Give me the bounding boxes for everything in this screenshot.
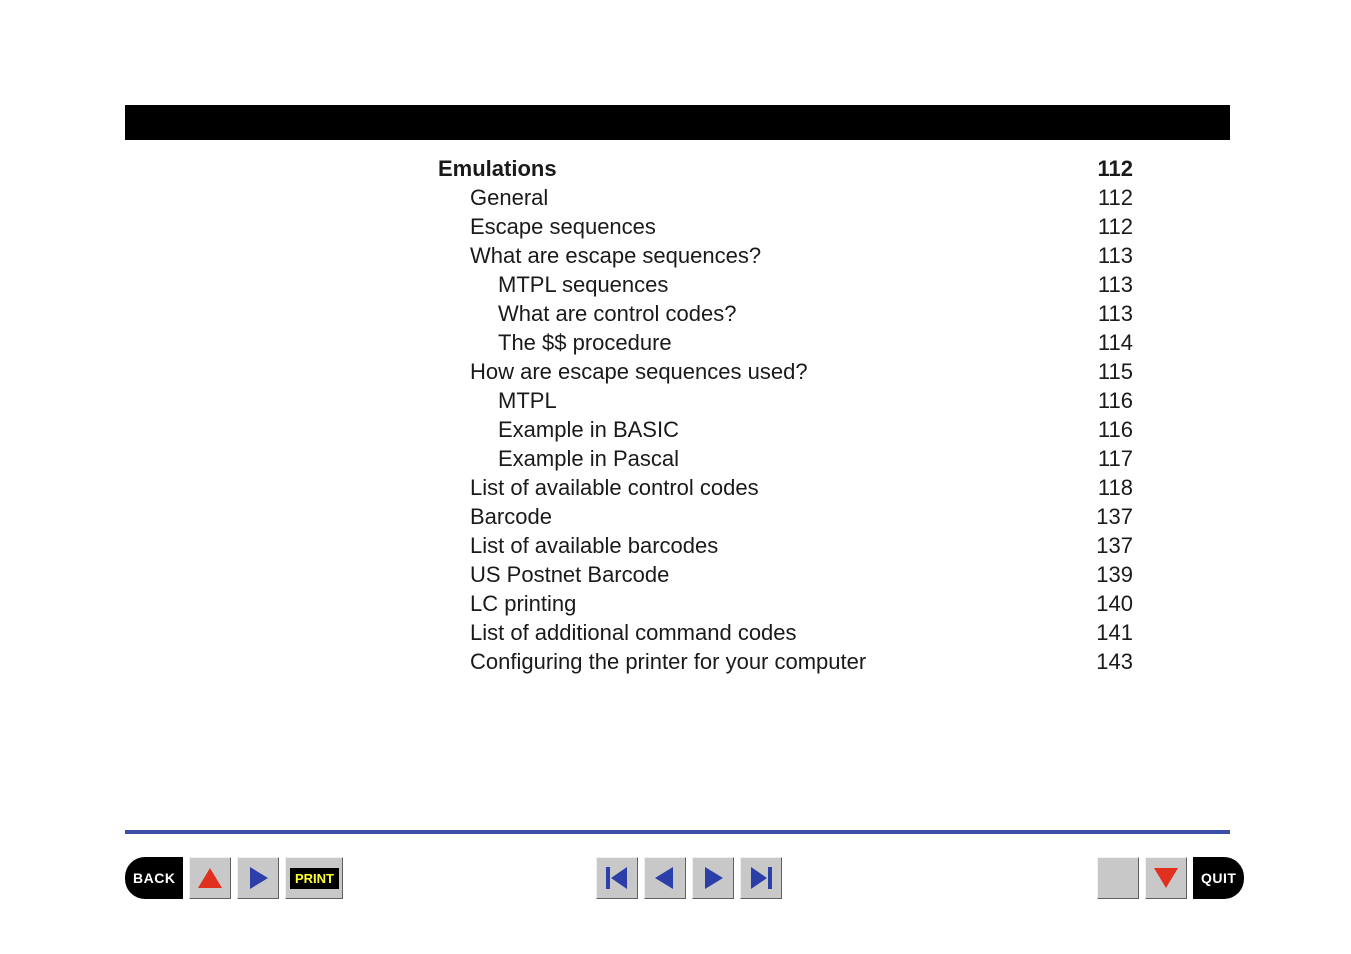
nav-left-group: BACK PRINT [125,857,343,899]
next-blue-button[interactable] [237,857,279,899]
toc-row[interactable]: List of available barcodes 137 [438,535,1133,557]
toc-title: Configuring the printer for your compute… [470,651,866,673]
next-blue-button-icon [244,864,272,892]
toc-row[interactable]: MTPL 116 [438,390,1133,412]
toc-page-number: 113 [1083,303,1133,325]
up-red-button-icon [196,864,224,892]
toc-row[interactable]: LC printing 140 [438,593,1133,615]
toc-title: MTPL [498,390,557,412]
toc-title: How are escape sequences used? [470,361,808,383]
toc-page-number: 113 [1083,274,1133,296]
footer-rule [125,830,1230,834]
quit-pill[interactable]: QUIT [1193,857,1244,899]
header-black-band [125,105,1230,140]
toc-page-number: 137 [1083,535,1133,557]
nav-mid-group [596,857,782,899]
toc-title: Barcode [470,506,552,528]
next-page-button-icon [699,864,727,892]
print-button[interactable]: PRINT [285,857,343,899]
toc-page-number: 141 [1083,622,1133,644]
toc-page-number: 112 [1083,187,1133,209]
prev-page-button[interactable] [644,857,686,899]
toc-title: List of available barcodes [470,535,718,557]
toc-row[interactable]: US Postnet Barcode 139 [438,564,1133,586]
toc-row[interactable]: Example in BASIC 116 [438,419,1133,441]
toc-title: What are control codes? [498,303,736,325]
toc-row[interactable]: Configuring the printer for your compute… [438,651,1133,673]
up-red-button[interactable] [189,857,231,899]
toc-row[interactable]: List of available control codes 118 [438,477,1133,499]
toc-title: MTPL sequences [498,274,668,296]
toc-page-number: 113 [1083,245,1133,267]
toc-page-number: 115 [1083,361,1133,383]
prev-page-button-icon [651,864,679,892]
toc-page-number: 137 [1083,506,1133,528]
toc-title: List of additional command codes [470,622,797,644]
down-red-button-icon [1152,864,1180,892]
toc-page-number: 143 [1083,651,1133,673]
toc-row[interactable]: List of additional command codes 141 [438,622,1133,644]
toc-page-number: 114 [1083,332,1133,354]
toc-page-number: 118 [1083,477,1133,499]
toc-row[interactable]: MTPL sequences 113 [438,274,1133,296]
toc-title: Example in BASIC [498,419,679,441]
last-page-button[interactable] [740,857,782,899]
down-red-button[interactable] [1145,857,1187,899]
last-page-button-icon [747,864,775,892]
toc-page-number: 139 [1083,564,1133,586]
toc-title: Escape sequences [470,216,656,238]
toc-row[interactable]: Barcode 137 [438,506,1133,528]
disabled-button [1097,857,1139,899]
quit-pill-label: QUIT [1201,870,1236,886]
toc-page-number: 117 [1083,448,1133,470]
toc-title: What are escape sequences? [470,245,761,267]
toc-row[interactable]: Emulations 112 [438,158,1133,180]
first-page-button-icon [603,864,631,892]
toc-row[interactable]: Example in Pascal 117 [438,448,1133,470]
print-button-label: PRINT [290,868,339,889]
nav-right-group: QUIT [1097,857,1244,899]
toc-title: General [470,187,548,209]
toc-title: List of available control codes [470,477,759,499]
back-pill-label: BACK [133,870,175,886]
toc-row[interactable]: What are control codes? 113 [438,303,1133,325]
toc-page-number: 116 [1083,390,1133,412]
toc-title: US Postnet Barcode [470,564,669,586]
first-page-button[interactable] [596,857,638,899]
toc-page-number: 112 [1083,216,1133,238]
toc-title: The $$ procedure [498,332,672,354]
table-of-contents: Emulations 112 General 112 Escape sequences 1… [438,158,1133,680]
toc-title: Example in Pascal [498,448,679,470]
toc-row[interactable]: Escape sequences 112 [438,216,1133,238]
toc-page-number: 140 [1083,593,1133,615]
toc-page-number: 112 [1083,158,1133,180]
toc-row[interactable]: How are escape sequences used? 115 [438,361,1133,383]
toc-row[interactable]: The $$ procedure 114 [438,332,1133,354]
toc-title: LC printing [470,593,576,615]
toc-title: Emulations [438,158,557,180]
toc-row[interactable]: What are escape sequences? 113 [438,245,1133,267]
toc-row[interactable]: General 112 [438,187,1133,209]
next-page-button[interactable] [692,857,734,899]
back-pill[interactable]: BACK [125,857,183,899]
toc-page-number: 116 [1083,419,1133,441]
